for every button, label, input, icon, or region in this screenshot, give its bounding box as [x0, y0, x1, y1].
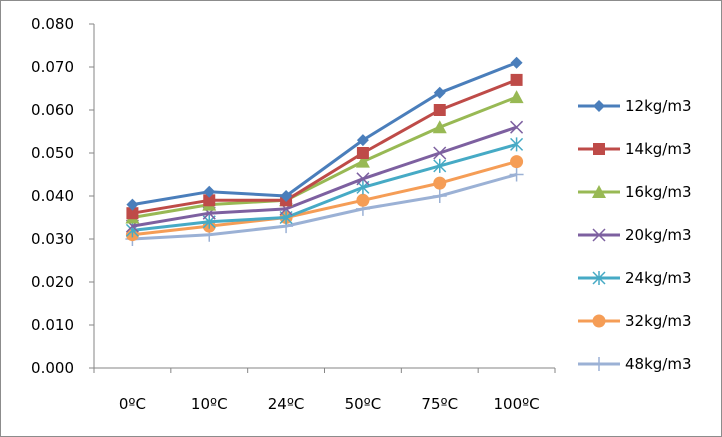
legend-swatch-marker	[593, 100, 605, 112]
data-point	[432, 189, 447, 203]
data-point	[432, 120, 447, 134]
legend-entry: 12kg/m3	[578, 97, 692, 115]
series-line	[132, 95, 518, 219]
data-point	[433, 146, 447, 160]
legend-entry: 14kg/m3	[578, 140, 692, 158]
legend-swatch-marker	[592, 185, 606, 198]
data-point	[433, 158, 447, 173]
series-14kg-m3	[126, 73, 523, 220]
data-point	[356, 134, 369, 147]
x-tick-label: 50ºC	[345, 395, 382, 413]
data-point	[356, 172, 370, 186]
data-point	[510, 73, 523, 86]
data-point	[356, 193, 370, 207]
series-line	[132, 160, 517, 237]
legend-label: 48kg/m3	[625, 355, 692, 373]
data-point	[510, 120, 524, 134]
y-tick-label: 0.000	[31, 359, 74, 377]
data-point	[355, 154, 370, 168]
data-point	[126, 198, 139, 211]
data-point	[126, 207, 139, 220]
legend-label: 20kg/m3	[625, 226, 692, 244]
legend-swatch-marker	[593, 143, 605, 155]
series-line	[132, 78, 518, 215]
data-point	[433, 176, 447, 190]
x-tick-label: 75ºC	[421, 395, 458, 413]
legend-label: 12kg/m3	[625, 97, 692, 115]
data-point	[510, 137, 524, 152]
data-point	[510, 155, 524, 169]
legend: 12kg/m3 14kg/m3 16kg/m3 20kg/m3 24kg/m3 32kg/…	[578, 97, 692, 373]
series-20kg-m3	[125, 120, 524, 233]
legend-label: 24kg/m3	[625, 269, 692, 287]
data-point	[509, 90, 524, 104]
legend-entry: 48kg/m3	[578, 355, 692, 373]
y-tick-label: 0.040	[31, 187, 74, 205]
axes: 0.000 0.010 0.020 0.030 0.040 0.050 0.060 0.070…	[31, 15, 556, 413]
series-line	[132, 61, 518, 207]
legend-label: 14kg/m3	[625, 140, 692, 158]
legend-swatch-marker	[592, 314, 606, 328]
series-line	[132, 173, 517, 241]
y-tick-label: 0.030	[31, 230, 74, 248]
series-line	[132, 142, 517, 232]
legend-entry: 20kg/m3	[578, 226, 692, 244]
data-point	[433, 104, 446, 116]
x-tick-label: 0ºC	[119, 395, 146, 413]
legend-entry: 32kg/m3	[578, 312, 692, 330]
legend-swatch-marker	[592, 357, 606, 371]
legend-label: 16kg/m3	[625, 183, 692, 201]
y-tick-label: 0.070	[31, 58, 74, 76]
x-tick-label: 10ºC	[191, 395, 228, 413]
data-point	[510, 56, 523, 69]
y-tick-label: 0.060	[31, 101, 74, 119]
data-point	[433, 86, 446, 99]
legend-label: 32kg/m3	[625, 312, 692, 330]
y-tick-label: 0.020	[31, 273, 74, 291]
y-tick-label: 0.050	[31, 144, 74, 162]
y-tick-label: 0.080	[31, 15, 74, 33]
y-tick-label: 0.010	[31, 316, 74, 334]
series-line	[132, 125, 518, 228]
series-24kg-m3	[125, 137, 524, 238]
data-point	[203, 185, 216, 198]
legend-swatch-marker	[592, 271, 606, 285]
x-tick-label: 100ºC	[493, 395, 539, 413]
data-point	[356, 147, 369, 159]
plot-area	[125, 56, 524, 246]
legend-entry: 24kg/m3	[578, 269, 692, 287]
data-point	[509, 167, 524, 182]
data-point	[280, 190, 293, 202]
series-12kg-m3	[126, 56, 523, 211]
data-point	[203, 194, 216, 207]
legend-swatch-marker	[592, 228, 606, 242]
x-tick-label: 24ºC	[268, 395, 305, 413]
legend-entry: 16kg/m3	[578, 183, 692, 201]
